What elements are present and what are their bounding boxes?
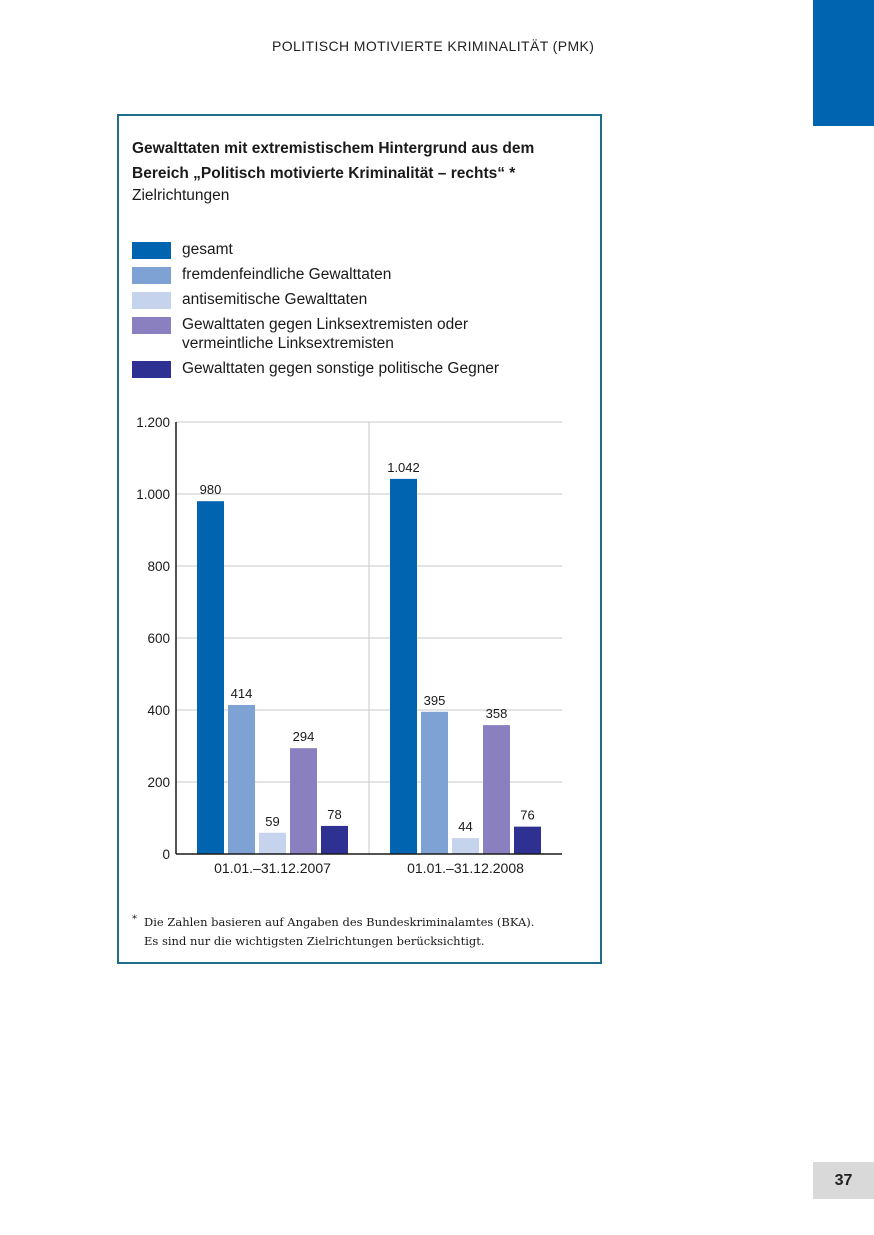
data-label: 980 [200, 482, 222, 497]
data-label: 44 [458, 819, 472, 834]
figure-box: Gewalttaten mit extremistischem Hintergr… [117, 114, 602, 964]
figure-title: Gewalttaten mit extremistischem Hintergr… [132, 140, 535, 182]
y-tick-label: 1.000 [136, 487, 170, 502]
bar [259, 832, 286, 854]
figure-subtitle: Zielrichtungen [132, 187, 230, 204]
y-tick-label: 1.200 [136, 415, 170, 430]
bar [197, 501, 224, 854]
legend-label: gesamt [182, 241, 233, 258]
legend-label: Gewalttaten gegen sonstige politische Ge… [182, 360, 500, 377]
legend-label: Gewalttaten gegen Linksextremisten oder … [182, 316, 469, 352]
legend-swatch [132, 267, 171, 284]
data-label: 395 [424, 693, 446, 708]
data-label: 294 [293, 729, 315, 744]
footnote-line: Es sind nur die wichtigsten Zielrichtung… [144, 934, 485, 948]
x-tick-label: 01.01.–31.12.2007 [214, 860, 331, 876]
footnote-line: Die Zahlen basieren auf Angaben des Bund… [144, 915, 535, 929]
legend-swatch [132, 242, 171, 259]
bar [452, 838, 479, 854]
running-header: POLITISCH MOTIVIERTE KRIMINALITÄT (PMK) [272, 38, 595, 54]
data-label: 414 [231, 686, 253, 701]
y-tick-label: 0 [162, 847, 170, 862]
y-tick-label: 200 [147, 775, 170, 790]
bar [321, 825, 348, 854]
legend-label: antisemitische Gewalttaten [182, 291, 368, 308]
data-label: 76 [520, 808, 534, 823]
page-number: 37 [813, 1162, 874, 1199]
footnote-marker: * [132, 914, 137, 925]
data-label: 1.042 [387, 460, 420, 475]
chapter-tab [813, 0, 874, 126]
data-label: 358 [486, 706, 508, 721]
bar [483, 725, 510, 854]
bar-chart: 0 200 400 600 800 1.000 1.200 980 414 59 294 78 01.0… [136, 415, 562, 876]
bar [290, 748, 317, 854]
bar [228, 704, 255, 854]
bar [390, 478, 417, 854]
legend-swatch [132, 361, 171, 378]
y-tick-label: 600 [147, 631, 170, 646]
y-tick-label: 400 [147, 703, 170, 718]
data-label: 78 [327, 807, 341, 822]
bar [514, 826, 541, 854]
footnote: * Die Zahlen basieren auf Angaben des Bu… [132, 913, 534, 951]
legend-swatch [132, 292, 171, 309]
legend-swatch [132, 317, 171, 334]
bar [421, 711, 448, 854]
data-label: 59 [265, 814, 279, 829]
y-tick-label: 800 [147, 559, 170, 574]
legend-label: fremdenfeindliche Gewalttaten [182, 266, 392, 283]
x-tick-label: 01.01.–31.12.2008 [407, 860, 524, 876]
